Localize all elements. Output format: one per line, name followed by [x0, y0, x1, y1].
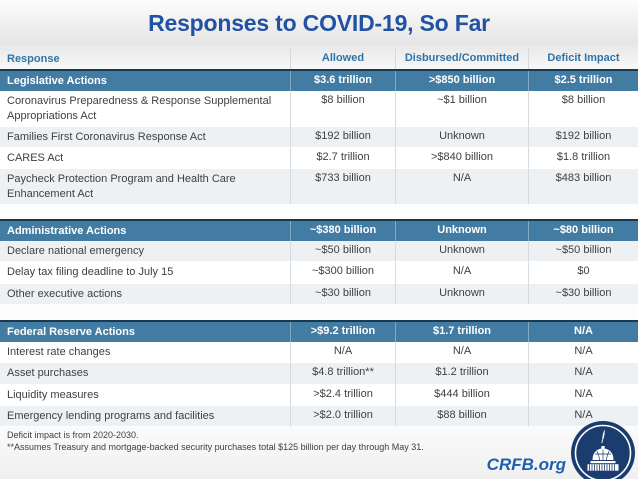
page-title: Responses to COVID-19, So Far	[148, 10, 490, 36]
row-disbursed: >$840 billion	[395, 148, 528, 170]
row-disbursed: ~$1 billion	[395, 91, 528, 127]
row-allowed: $2.7 trillion	[290, 148, 395, 170]
section-allowed: >$9.2 trillion	[290, 321, 395, 342]
row-disbursed: Unknown	[395, 283, 528, 305]
section-disbursed: Unknown	[395, 221, 528, 242]
row-allowed: >$2.0 trillion	[290, 405, 395, 428]
row-deficit: $192 billion	[528, 126, 638, 149]
table-row: Asset purchases $4.8 trillion** $1.2 tri…	[0, 363, 638, 385]
row-deficit: $1.8 trillion	[528, 148, 638, 170]
table-row: Interest rate changes N/A N/A N/A	[0, 341, 638, 364]
section-header-legislative: Legislative Actions $3.6 trillion >$850 …	[0, 69, 638, 92]
table-row: Declare national emergency ~$50 billion …	[0, 241, 638, 263]
column-header-response: Response	[7, 53, 60, 65]
table-row: Coronavirus Preparedness & Response Supp…	[0, 91, 638, 127]
row-deficit: $8 billion	[528, 91, 638, 127]
section-allowed: $3.6 trillion	[290, 71, 395, 92]
table-row: Other executive actions ~$30 billion Unk…	[0, 283, 638, 305]
row-disbursed: Unknown	[395, 126, 528, 149]
table-column-header-row: Response Allowed Disbursed/Committed Def…	[0, 48, 638, 70]
row-label: Coronavirus Preparedness & Response Supp…	[0, 91, 290, 127]
footnote-line: **Assumes Treasury and mortgage-backed s…	[7, 441, 424, 452]
row-label: Paycheck Protection Program and Health C…	[0, 169, 290, 206]
section-label: Legislative Actions	[7, 75, 107, 88]
section-header-federal-reserve: Federal Reserve Actions >$9.2 trillion $…	[0, 319, 638, 342]
row-label: Declare national emergency	[0, 241, 290, 263]
row-deficit: N/A	[528, 363, 638, 385]
row-allowed: ~$300 billion	[290, 262, 395, 284]
section-label: Administrative Actions	[7, 225, 127, 238]
row-disbursed: $444 billion	[395, 384, 528, 406]
row-disbursed: $1.2 trillion	[395, 363, 528, 385]
row-disbursed: N/A	[395, 341, 528, 364]
column-header-deficit: Deficit Impact	[528, 48, 638, 70]
row-deficit: $483 billion	[528, 169, 638, 206]
row-allowed: >$2.4 trillion	[290, 384, 395, 406]
row-label: CARES Act	[0, 148, 290, 170]
footnotes: Deficit impact is from 2020-2030. **Assu…	[0, 430, 638, 453]
row-deficit: $0	[528, 262, 638, 284]
row-deficit: N/A	[528, 405, 638, 428]
row-allowed: $4.8 trillion**	[290, 363, 395, 385]
section-deficit: ~$80 billion	[528, 221, 638, 242]
table-row: Families First Coronavirus Response Act …	[0, 126, 638, 149]
row-label: Asset purchases	[0, 363, 290, 385]
section-disbursed: >$850 billion	[395, 71, 528, 92]
column-header-allowed: Allowed	[290, 48, 395, 70]
row-allowed: $192 billion	[290, 126, 395, 149]
row-disbursed: N/A	[395, 262, 528, 284]
row-allowed: $733 billion	[290, 169, 395, 206]
section-label: Federal Reserve Actions	[7, 325, 135, 338]
section-header-administrative: Administrative Actions ~$380 billion Unk…	[0, 219, 638, 242]
row-deficit: ~$30 billion	[528, 283, 638, 305]
row-allowed: $8 billion	[290, 91, 395, 127]
row-disbursed: Unknown	[395, 241, 528, 263]
row-allowed: N/A	[290, 341, 395, 364]
row-label: Emergency lending programs and facilitie…	[0, 406, 290, 428]
row-label: Other executive actions	[0, 284, 290, 305]
section-deficit: N/A	[528, 321, 638, 342]
crfb-site-label: CRFB.org	[486, 455, 566, 474]
row-label: Delay tax filing deadline to July 15	[0, 262, 290, 284]
table-row: Paycheck Protection Program and Health C…	[0, 169, 638, 206]
row-deficit: ~$50 billion	[528, 241, 638, 263]
row-disbursed: N/A	[395, 169, 528, 206]
row-allowed: ~$50 billion	[290, 241, 395, 263]
row-allowed: ~$30 billion	[290, 283, 395, 305]
table-row: Emergency lending programs and facilitie…	[0, 405, 638, 428]
capitol-dome-icon	[571, 421, 635, 479]
section-disbursed: $1.7 trillion	[395, 321, 528, 342]
table-row: Delay tax filing deadline to July 15 ~$3…	[0, 262, 638, 284]
row-label: Interest rate changes	[0, 342, 290, 364]
row-deficit: N/A	[528, 384, 638, 406]
row-label: Families First Coronavirus Response Act	[0, 127, 290, 149]
table-row: Liquidity measures >$2.4 trillion $444 b…	[0, 384, 638, 406]
row-disbursed: $88 billion	[395, 405, 528, 428]
section-deficit: $2.5 trillion	[528, 71, 638, 92]
column-header-disbursed: Disbursed/Committed	[395, 48, 528, 70]
section-allowed: ~$380 billion	[290, 221, 395, 242]
row-label: Liquidity measures	[0, 385, 290, 406]
row-deficit: N/A	[528, 341, 638, 364]
table-row: CARES Act $2.7 trillion >$840 billion $1…	[0, 148, 638, 170]
footnote-line: Deficit impact is from 2020-2030.	[7, 430, 139, 441]
